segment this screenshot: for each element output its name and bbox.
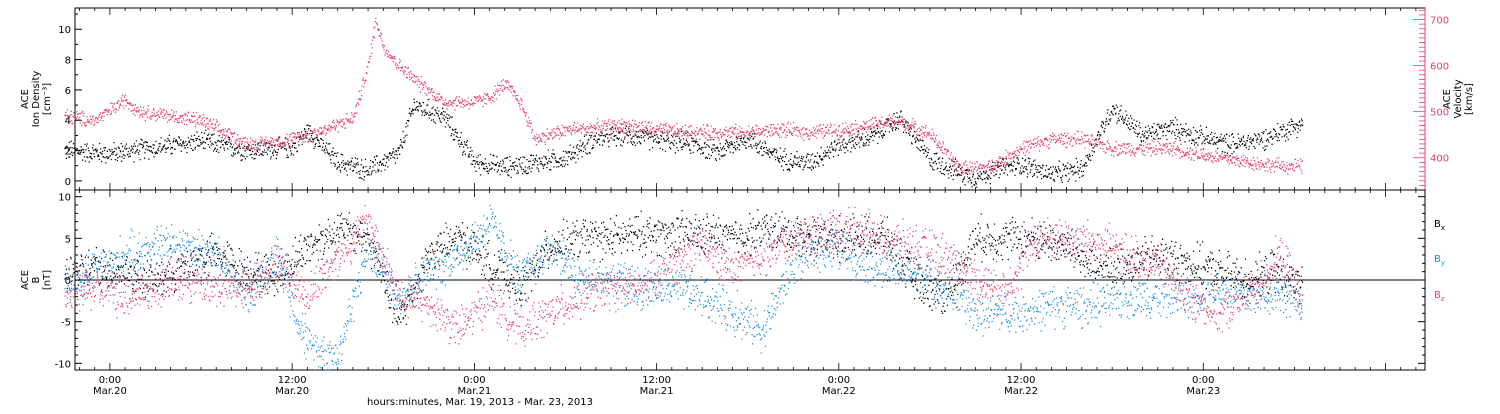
x-tick-date-label: Mar.21 (640, 386, 674, 397)
velocity-tick-label: 500 (1430, 108, 1449, 119)
by-series-points (64, 204, 1304, 371)
legend-bz-sub: z (1441, 295, 1445, 303)
bz-series (64, 205, 1304, 347)
by-series (64, 204, 1304, 371)
velocity-axis-title-line: [km/s] (1464, 83, 1475, 115)
density-tick-label: 0 (65, 177, 71, 188)
density-tick-label: 8 (65, 56, 71, 67)
b-tick-label: 5 (65, 234, 71, 245)
x-tick-date-label: Mar.20 (93, 386, 127, 397)
x-tick-time-label: 0:00 (99, 375, 121, 386)
b-tick-label: -10 (55, 359, 71, 370)
bz-series-points (64, 205, 1304, 347)
density-axis-title: ACEIon Density[cm⁻³] (20, 71, 53, 128)
x-tick-time-label: 0:00 (463, 375, 485, 386)
velocity-axis-title: ACEVelocity[km/s] (1442, 79, 1475, 118)
density-tick-label: 4 (65, 116, 71, 127)
velocity-tick-label: 700 (1430, 16, 1449, 27)
b-axis-title-line: ACE (20, 270, 31, 290)
legend-bx: Bx (1434, 219, 1445, 232)
velocity-series (64, 17, 1304, 178)
x-tick-date-label: Mar.22 (1004, 386, 1038, 397)
bx-series (64, 209, 1304, 326)
velocity-tick-label: 400 (1430, 154, 1449, 165)
density-tick-label: 6 (65, 86, 71, 97)
b-tick-label: 10 (58, 193, 71, 204)
b-tick-label: -5 (61, 318, 71, 329)
b-axis-title: ACEB[nT] (20, 270, 53, 290)
legend-bz: Bz (1434, 290, 1445, 303)
legend-by: By (1434, 254, 1445, 267)
x-tick-date-label: Mar.20 (275, 386, 309, 397)
b-tick-label: 0 (65, 276, 71, 287)
bx-series-points (64, 209, 1304, 326)
x-tick-time-label: 12:00 (1007, 375, 1036, 386)
legend-bz-main: B (1434, 290, 1441, 301)
legend-bx-main: B (1434, 219, 1441, 230)
b-axis-title-line: B (31, 276, 42, 283)
legend-by-main: B (1434, 254, 1441, 265)
b-axis-title-line: [nT] (42, 270, 53, 290)
legend-by-sub: y (1441, 259, 1445, 267)
density-axis-title-line: [cm⁻³] (42, 83, 53, 115)
velocity-series-points (64, 17, 1304, 178)
x-tick-time-label: 0:00 (1192, 375, 1214, 386)
x-tick-date-label: Mar.22 (822, 386, 856, 397)
x-tick-date-label: Mar.21 (457, 386, 491, 397)
velocity-tick-label: 600 (1430, 62, 1449, 73)
density-axis-title-line: Ion Density (31, 71, 42, 128)
x-tick-time-label: 12:00 (642, 375, 671, 386)
x-tick-date-label: Mar.23 (1186, 386, 1220, 397)
velocity-axis-title-line: ACE (1442, 89, 1453, 109)
x-tick-time-label: 12:00 (278, 375, 307, 386)
velocity-axis-title-line: Velocity (1453, 79, 1464, 118)
density-tick-label: 2 (65, 147, 71, 158)
x-axis: 0:00Mar.2012:00Mar.200:00Mar.2112:00Mar.… (93, 375, 1220, 397)
plasma-frame (74, 7, 1426, 191)
x-axis-label: hours:minutes, Mar. 19, 2013 - Mar. 23, … (367, 397, 593, 408)
legend-bx-sub: x (1441, 224, 1445, 232)
x-tick-time-label: 0:00 (828, 375, 850, 386)
density-axis-title-line: ACE (20, 89, 31, 109)
density-tick-label: 10 (58, 25, 71, 36)
